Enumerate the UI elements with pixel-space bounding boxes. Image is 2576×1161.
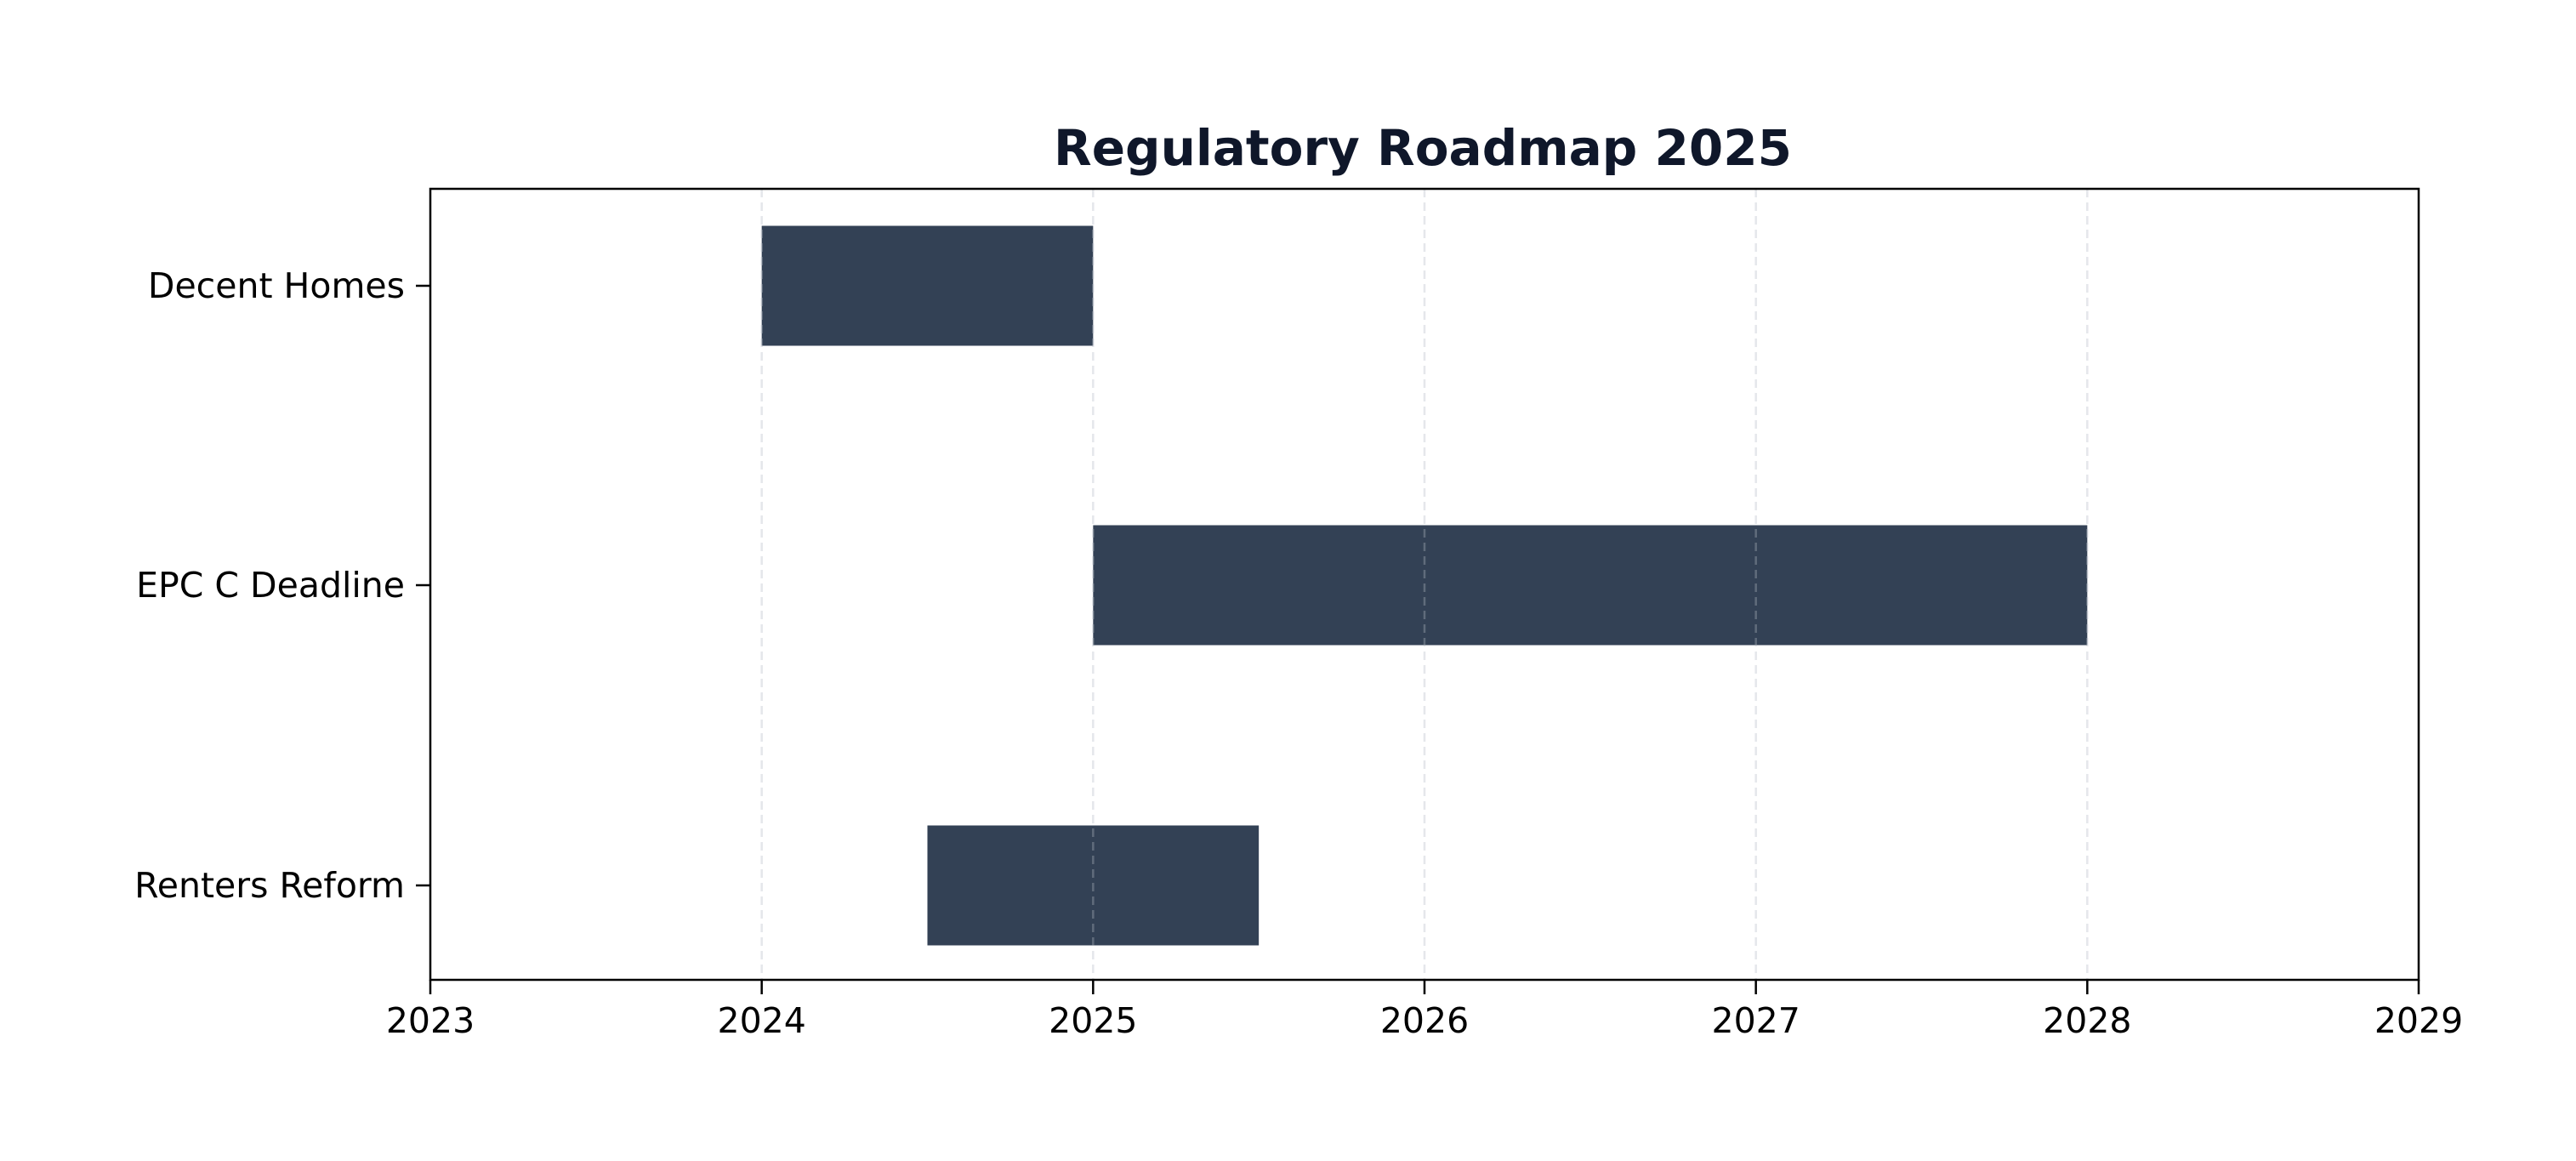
task-bars — [761, 225, 2088, 946]
grid-overlay — [760, 189, 2089, 980]
x-tick-label: 2023 — [386, 1000, 475, 1041]
x-tick-label: 2026 — [1380, 1000, 1469, 1041]
task-bar-renters-reform — [927, 825, 1260, 946]
x-tick-label: 2027 — [1711, 1000, 1800, 1041]
x-tick-label: 2028 — [2043, 1000, 2131, 1041]
y-tick-label: Renters Reform — [134, 865, 405, 906]
x-tick-label: 2029 — [2374, 1000, 2463, 1041]
x-axis: 2023 2024 2025 2026 2027 2028 2029 — [386, 980, 2463, 1041]
chart-title: Regulatory Roadmap 2025 — [1054, 119, 1792, 177]
y-tick-label: EPC C Deadline — [136, 565, 405, 606]
task-bar-epc-c-deadline — [1093, 525, 2088, 646]
y-axis: Decent Homes EPC C Deadline Renters Reform — [134, 265, 430, 906]
x-tick-label: 2024 — [717, 1000, 805, 1041]
y-tick-label: Decent Homes — [148, 265, 405, 306]
x-tick-label: 2025 — [1049, 1000, 1137, 1041]
task-bar-decent-homes — [761, 225, 1094, 346]
